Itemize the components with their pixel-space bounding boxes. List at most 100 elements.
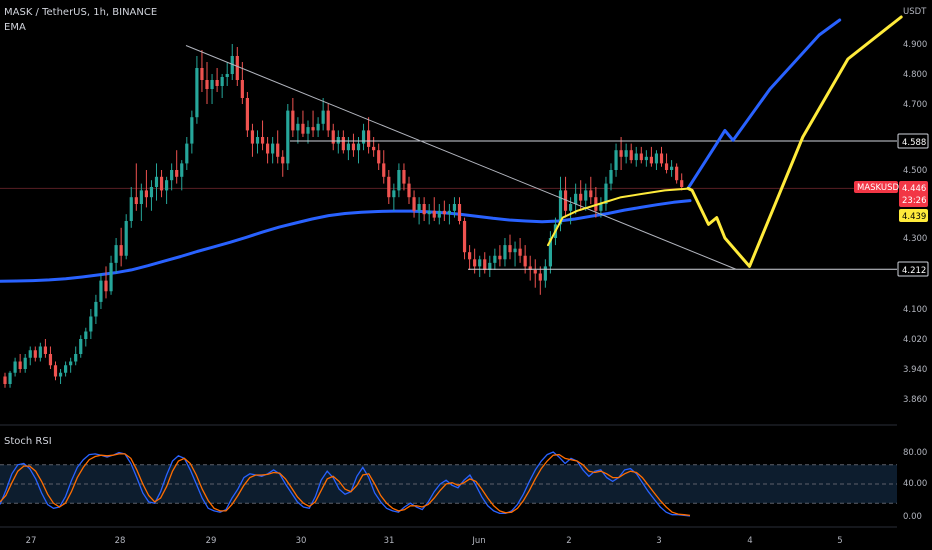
drawings [185, 15, 903, 270]
candle [134, 197, 138, 204]
candle [195, 68, 199, 118]
candle [190, 117, 194, 144]
candle [649, 156, 653, 164]
candle [271, 143, 275, 154]
candle [382, 163, 386, 177]
candle [563, 190, 568, 211]
candle [180, 163, 184, 177]
candle [346, 143, 350, 151]
candle [235, 56, 239, 80]
time-tick-label: 27 [26, 536, 37, 546]
candle [48, 354, 53, 366]
candle [397, 170, 401, 191]
candle [276, 143, 280, 157]
price-tick-label: 4.800 [903, 70, 927, 80]
grid [0, 187, 897, 528]
candle [392, 190, 396, 198]
candle [387, 176, 391, 198]
support-tag: 4.212 [902, 266, 926, 276]
candle [225, 74, 229, 77]
candle [230, 56, 234, 74]
candle [321, 110, 325, 124]
time-tick-label: 5 [837, 536, 842, 546]
candle [452, 204, 457, 211]
time-axis: 27 28 29 30 31 Jun 2 3 4 5 [26, 536, 843, 546]
candle [569, 204, 573, 211]
price-tick-label: 4.300 [903, 234, 927, 244]
candle [149, 187, 154, 198]
trendline [185, 45, 737, 270]
last-price-tag: 4.446 [902, 184, 926, 194]
candle [94, 301, 98, 317]
candle [53, 365, 58, 377]
candle [462, 221, 467, 253]
candle [205, 80, 209, 89]
quote-currency: USDT [903, 7, 927, 17]
candle [361, 130, 366, 144]
candle [422, 204, 426, 215]
candle [367, 130, 371, 147]
candle [377, 150, 381, 164]
candle [170, 170, 174, 181]
candle [356, 143, 361, 151]
candle [604, 183, 608, 204]
candle [109, 262, 113, 292]
stoch-rsi-title: Stoch RSI [4, 436, 52, 447]
candle [286, 110, 290, 164]
candle [427, 210, 431, 215]
price-tick-label: 4.500 [903, 166, 927, 176]
candle [326, 110, 330, 131]
resistance-tag: 4.588 [902, 138, 926, 148]
price-tick-label: 3.860 [903, 395, 927, 405]
candle [240, 80, 244, 98]
candles [3, 44, 684, 388]
candle [124, 221, 128, 256]
candle [23, 357, 27, 369]
candle [220, 77, 224, 86]
projection-path [686, 15, 903, 268]
candle [159, 176, 164, 191]
candle [33, 350, 37, 358]
candle [89, 316, 93, 332]
candle [372, 146, 376, 151]
candle [301, 123, 305, 134]
candle [664, 163, 669, 170]
candle [483, 259, 487, 270]
candle [488, 262, 492, 270]
candle [558, 190, 563, 225]
candle [634, 153, 638, 161]
candle [291, 110, 295, 131]
candle [503, 245, 507, 260]
candle [336, 137, 340, 144]
candle [574, 193, 578, 204]
candle [84, 331, 88, 339]
symbol-tag: MASKUSDT [857, 183, 905, 193]
candle [58, 372, 63, 377]
candle [175, 170, 179, 177]
symbol-tag-bg [854, 181, 898, 193]
candle [114, 245, 118, 263]
candle [64, 365, 68, 373]
candle [144, 190, 148, 198]
candle [210, 80, 214, 89]
candle [609, 170, 613, 184]
candle [508, 245, 512, 253]
candle [654, 153, 659, 164]
candle [629, 150, 633, 161]
candle [306, 127, 310, 134]
symbol-title: MASK / TetherUS, 1h, BINANCE [4, 7, 158, 18]
candle [538, 273, 542, 281]
price-tick-label: 4.700 [903, 100, 927, 110]
price-tick-label: 4.020 [903, 335, 927, 345]
candle [624, 150, 628, 157]
candle [407, 183, 411, 198]
candle [69, 361, 73, 366]
stoch-tick-label: 0.00 [903, 512, 922, 522]
candle [79, 339, 83, 354]
ema-tag: 4.439 [902, 212, 926, 222]
candle [185, 143, 189, 164]
candle [518, 248, 522, 256]
candle [543, 266, 547, 281]
